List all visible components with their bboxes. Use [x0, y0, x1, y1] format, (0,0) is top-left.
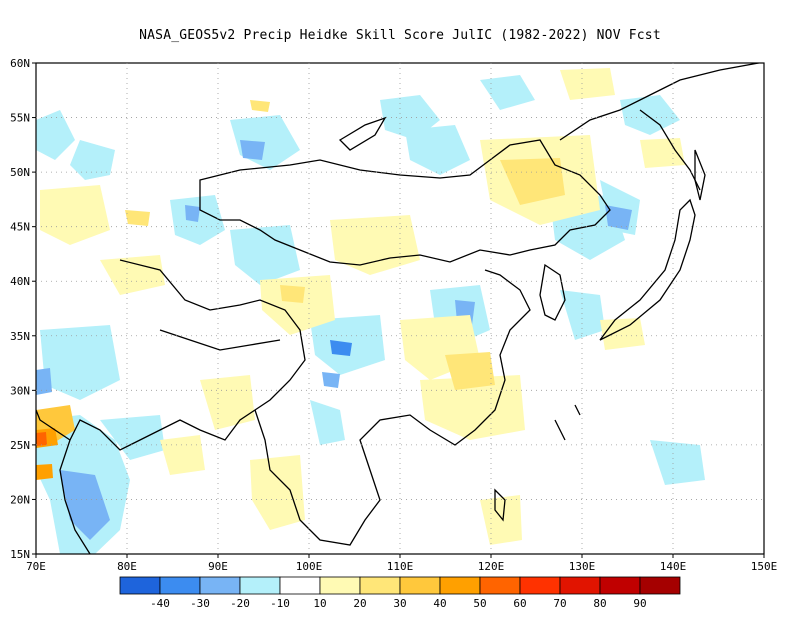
lon-label-110E: 110E [387, 560, 414, 573]
longitude-labels: 70E 80E 90E 100E 110E 120E 130E 140E 150E [26, 560, 777, 573]
lat-label-35N: 35N [10, 330, 30, 343]
colorbar-swatch [559, 576, 601, 595]
colorbar-swatch [159, 576, 201, 595]
lat-label-55N: 55N [10, 112, 30, 125]
lat-label-30N: 30N [10, 384, 30, 397]
colorbar-swatch [479, 576, 521, 595]
lon-label-80E: 80E [117, 560, 137, 573]
lon-label-150E: 150E [751, 560, 778, 573]
colorbar-label: 80 [593, 597, 606, 610]
colorbar-swatch [439, 576, 481, 595]
colorbar-swatch [279, 576, 321, 595]
colorbar-label: -10 [270, 597, 290, 610]
colorbar-swatch [119, 576, 161, 595]
axis-ticks [32, 62, 765, 558]
colorbar-swatch [519, 576, 561, 595]
colorbar-label: 70 [553, 597, 566, 610]
lat-label-40N: 40N [10, 275, 30, 288]
colorbar-label: 20 [353, 597, 366, 610]
colorbar-swatch [639, 576, 681, 595]
colorbar-label: 60 [513, 597, 526, 610]
lat-label-50N: 50N [10, 166, 30, 179]
map-title: NASA_GEOS5v2 Precip Heidke Skill Score J… [139, 28, 661, 43]
lat-label-45N: 45N [10, 221, 30, 234]
lon-label-100E: 100E [296, 560, 323, 573]
colorbar-label: 90 [633, 597, 646, 610]
colorbar-label: 30 [393, 597, 406, 610]
colorbar-labels: -40 -30 -20 -10 10 20 30 40 50 60 70 80 90 [150, 597, 647, 610]
colorbar-swatch [199, 576, 241, 595]
lat-label-60N: 60N [10, 57, 30, 70]
colorbar-label: 50 [473, 597, 486, 610]
skill-score-patches [36, 68, 705, 554]
lat-label-25N: 25N [10, 439, 30, 452]
lon-label-90E: 90E [208, 560, 228, 573]
colorbar-label: -40 [150, 597, 170, 610]
colorbar-swatch [239, 576, 281, 595]
lon-label-120E: 120E [478, 560, 505, 573]
colorbar-label: -30 [190, 597, 210, 610]
colorbar-swatch [599, 576, 641, 595]
latitude-labels: 15N 20N 25N 30N 35N 40N 45N 50N 55N 60N [10, 57, 30, 561]
lon-label-70E: 70E [26, 560, 46, 573]
coastline-borders [36, 63, 763, 554]
lat-label-15N: 15N [10, 548, 30, 561]
graticule [36, 63, 764, 554]
lat-label-20N: 20N [10, 493, 30, 506]
lon-label-140E: 140E [660, 560, 687, 573]
colorbar-swatch [399, 576, 441, 595]
colorbar [119, 576, 681, 595]
colorbar-swatch [319, 576, 361, 595]
colorbar-label: 10 [313, 597, 326, 610]
colorbar-label: 40 [433, 597, 446, 610]
lon-label-130E: 130E [569, 560, 596, 573]
colorbar-label: -20 [230, 597, 250, 610]
colorbar-swatch [359, 576, 401, 595]
